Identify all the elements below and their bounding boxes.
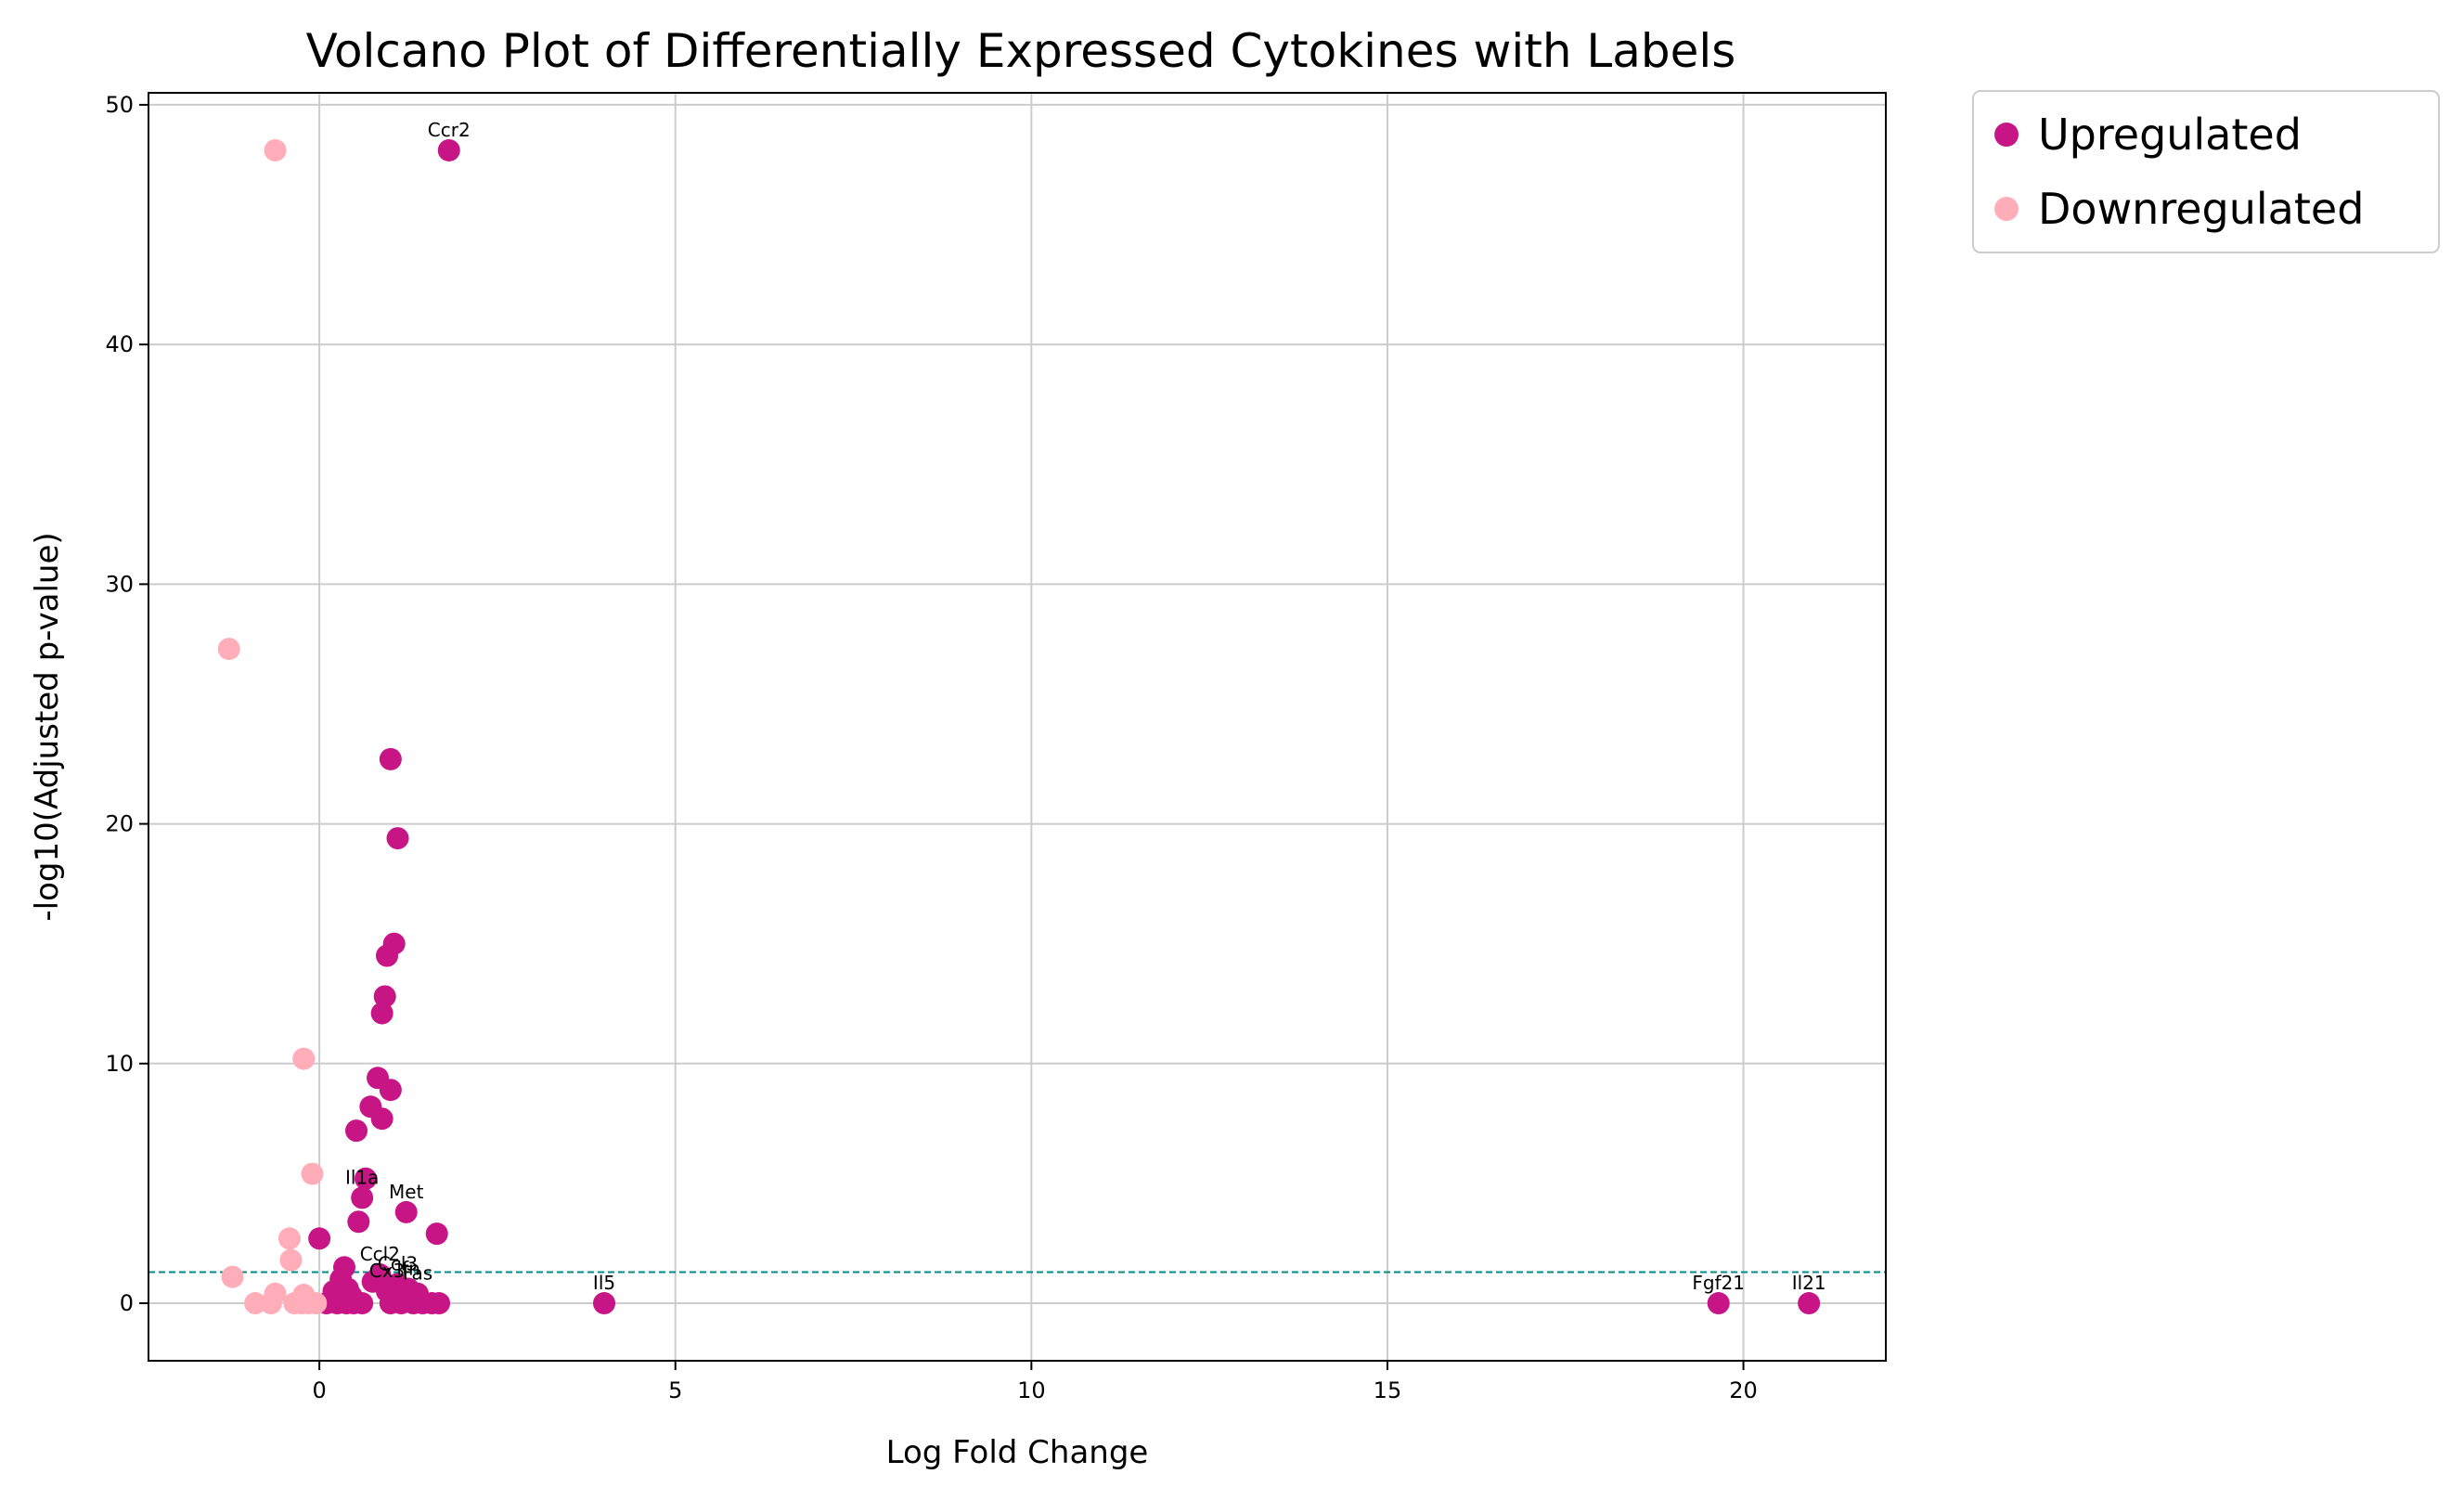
plot-frame bbox=[148, 92, 1887, 1362]
scatter-point bbox=[379, 1079, 402, 1102]
data-points bbox=[217, 138, 1821, 1315]
x-tick-label: 10 bbox=[1017, 1377, 1046, 1403]
legend: Upregulated Downregulated bbox=[1972, 90, 2440, 253]
x-tick-label: 15 bbox=[1374, 1377, 1402, 1403]
scatter-point bbox=[428, 1292, 451, 1315]
scatter-point bbox=[292, 1047, 316, 1070]
scatter-point bbox=[425, 1222, 448, 1246]
legend-marker bbox=[1994, 197, 2019, 221]
scatter-point bbox=[593, 1292, 616, 1315]
scatter-point bbox=[308, 1227, 331, 1250]
point-label: Ccl3 bbox=[378, 1252, 418, 1274]
legend-box bbox=[1972, 90, 2440, 253]
scatter-point bbox=[394, 1200, 418, 1223]
scatter-point bbox=[279, 1248, 303, 1272]
scatter-point bbox=[355, 1167, 377, 1190]
scatter-point bbox=[351, 1186, 374, 1209]
y-axis-ticks: 0 10 20 30 40 50 bbox=[105, 92, 148, 1316]
y-tick-label: 10 bbox=[105, 1051, 134, 1077]
scatter-point bbox=[373, 985, 396, 1008]
legend-label: Downregulated bbox=[2038, 184, 2364, 234]
scatter-point bbox=[304, 1292, 328, 1315]
scatter-point bbox=[370, 1107, 393, 1131]
legend-label: Upregulated bbox=[2038, 110, 2302, 160]
scatter-point bbox=[386, 827, 409, 850]
scatter-point bbox=[277, 1227, 301, 1250]
legend-marker bbox=[1994, 123, 2019, 147]
point-label: Ccl2 bbox=[360, 1243, 400, 1265]
scatter-point bbox=[370, 1002, 393, 1025]
point-label: Ccr2 bbox=[428, 119, 471, 141]
y-tick-label: 30 bbox=[105, 571, 134, 597]
chart-title: Volcano Plot of Differentially Expressed… bbox=[306, 24, 1736, 78]
scatter-point bbox=[217, 638, 240, 661]
y-tick-label: 0 bbox=[120, 1290, 134, 1316]
scatter-point bbox=[244, 1292, 267, 1315]
scatter-point bbox=[376, 944, 399, 967]
x-tick-label: 20 bbox=[1729, 1377, 1758, 1403]
point-label: Il1a bbox=[345, 1166, 379, 1188]
scatter-point bbox=[221, 1265, 244, 1288]
scatter-point bbox=[259, 1292, 282, 1315]
point-label: Met bbox=[389, 1181, 424, 1203]
y-axis-label: -log10(Adjusted p-value) bbox=[29, 532, 66, 921]
scatter-point bbox=[347, 1210, 370, 1234]
point-label: Fas bbox=[403, 1262, 432, 1285]
scatter-point bbox=[351, 1292, 374, 1315]
scatter-point bbox=[1798, 1292, 1821, 1315]
point-label: Il5 bbox=[593, 1272, 615, 1294]
y-tick-label: 40 bbox=[105, 331, 134, 357]
scatter-point bbox=[1707, 1292, 1730, 1315]
x-tick-label: 5 bbox=[668, 1377, 682, 1403]
scatter-point bbox=[345, 1119, 368, 1143]
point-label: Fgf21 bbox=[1692, 1272, 1745, 1294]
point-label: Il21 bbox=[1792, 1272, 1826, 1294]
x-axis-ticks: 0 5 10 15 20 bbox=[312, 1361, 1758, 1403]
scatter-point bbox=[301, 1162, 324, 1185]
y-tick-label: 20 bbox=[105, 811, 134, 837]
y-tick-label: 50 bbox=[105, 92, 134, 118]
scatter-point bbox=[437, 138, 460, 162]
x-axis-label: Log Fold Change bbox=[886, 1434, 1149, 1471]
scatter-point bbox=[368, 1263, 392, 1287]
scatter-point bbox=[379, 747, 402, 770]
grid-lines bbox=[148, 93, 1886, 1361]
x-tick-label: 0 bbox=[312, 1377, 326, 1403]
point-label: Cx3 bbox=[369, 1260, 406, 1282]
point-label: Ifn bbox=[396, 1258, 420, 1280]
scatter-point bbox=[264, 138, 287, 162]
